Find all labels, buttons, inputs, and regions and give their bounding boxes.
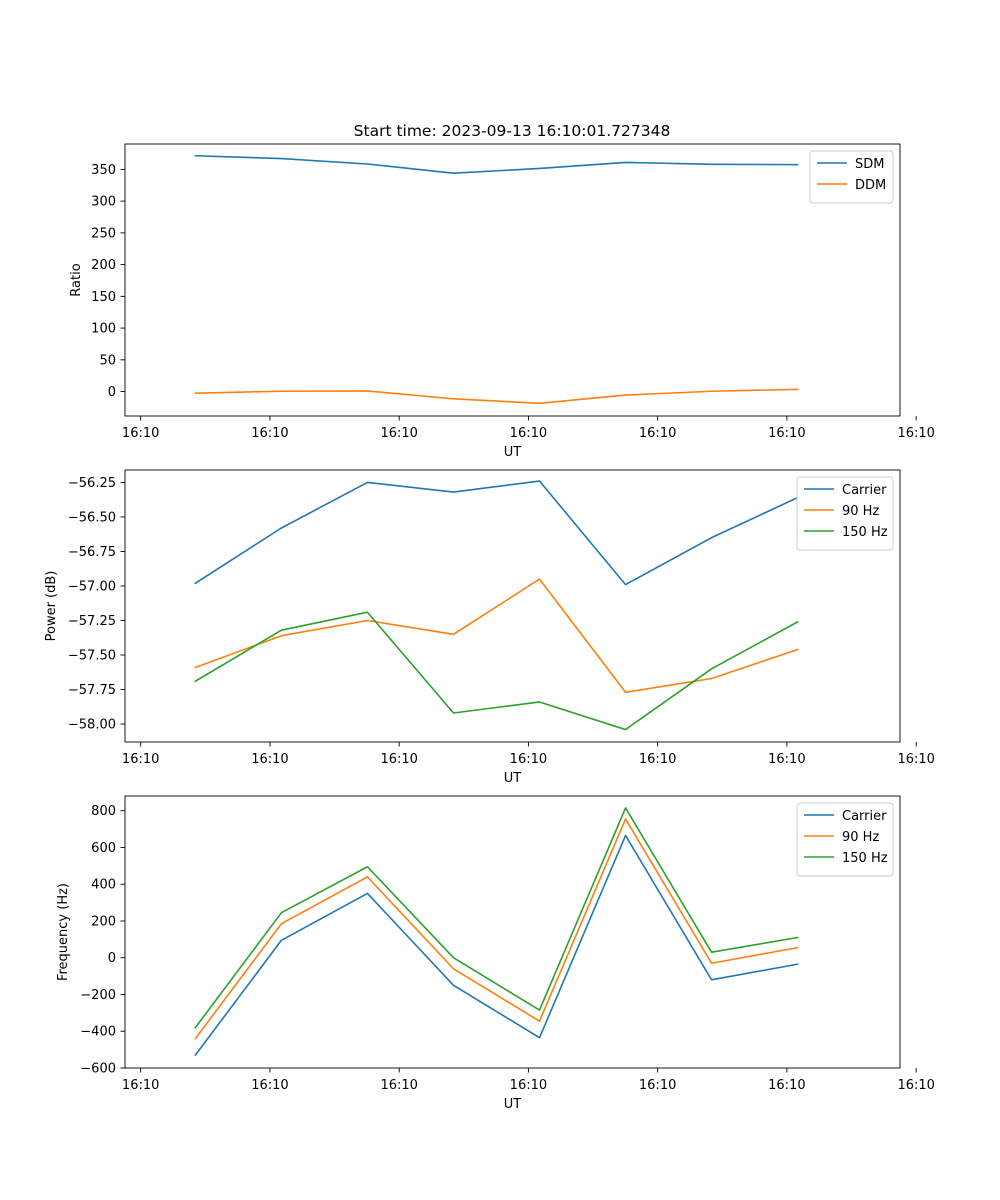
x-tick-label: 16:10 — [639, 426, 676, 441]
y-tick-label: −57.25 — [68, 614, 116, 629]
series-line-150-hz — [194, 611, 799, 731]
x-tick-label: 16:10 — [251, 752, 288, 767]
x-tick-label: 16:10 — [768, 752, 805, 767]
y-tick-label: 250 — [91, 226, 116, 241]
y-tick-label: 0 — [108, 385, 116, 400]
y-tick-label: −58.00 — [68, 718, 116, 733]
y-tick-label: 200 — [91, 914, 116, 929]
y-tick-label: 400 — [91, 878, 116, 893]
x-axis-label: UT — [504, 771, 522, 786]
x-tick-label: 16:10 — [122, 752, 159, 767]
y-tick-label: −57.50 — [68, 649, 116, 664]
x-tick-label: 16:10 — [122, 426, 159, 441]
y-axis-label: Ratio — [69, 263, 84, 296]
x-tick-label: 16:10 — [251, 1078, 288, 1093]
subplot-3: 16:1016:1016:1016:1016:1016:1016:1016:11… — [56, 795, 935, 1112]
y-tick-label: 150 — [91, 290, 116, 305]
y-axis-label: Power (dB) — [44, 571, 59, 642]
series-line-90-hz — [194, 578, 799, 694]
series-line-ddm — [194, 388, 799, 405]
x-tick-label: 16:10 — [251, 426, 288, 441]
y-tick-label: −56.50 — [68, 510, 116, 525]
y-tick-label: −56.25 — [68, 476, 116, 491]
y-tick-label: −200 — [80, 988, 116, 1003]
legend-label: DDM — [855, 178, 886, 193]
x-tick-label: 16:10 — [510, 1078, 547, 1093]
x-tick-label: 16:10 — [380, 426, 417, 441]
x-tick-label: 16:10 — [897, 426, 934, 441]
y-axis-label: Frequency (Hz) — [56, 883, 71, 981]
subplot-1: 16:1016:1016:1016:1016:1016:1016:1016:11… — [69, 143, 935, 460]
x-tick-label: 16:10 — [897, 752, 934, 767]
x-tick-label: 16:10 — [639, 752, 676, 767]
subplots: 16:1016:1016:1016:1016:1016:1016:1016:11… — [44, 143, 935, 1112]
legend-label: 90 Hz — [842, 830, 879, 845]
series-line-150-hz — [194, 807, 799, 1029]
y-tick-label: 350 — [91, 163, 116, 178]
legend-label: SDM — [855, 157, 884, 172]
axes-frame — [124, 143, 901, 417]
x-tick-label: 16:10 — [122, 1078, 159, 1093]
x-tick-label: 16:10 — [380, 752, 417, 767]
legend-label: 90 Hz — [842, 504, 879, 519]
x-tick-label: 16:10 — [510, 752, 547, 767]
axes-frame — [124, 469, 901, 743]
x-tick-label: 16:10 — [380, 1078, 417, 1093]
x-tick-label: 16:10 — [768, 1078, 805, 1093]
series-line-sdm — [194, 154, 799, 174]
y-tick-label: 300 — [91, 195, 116, 210]
series-line-90-hz — [194, 818, 799, 1040]
figure-title: Start time: 2023-09-13 16:10:01.727348 — [354, 122, 671, 140]
y-tick-label: −56.75 — [68, 545, 116, 560]
x-tick-label: 16:10 — [897, 1078, 934, 1093]
y-tick-label: −600 — [80, 1062, 116, 1077]
axes-frame — [124, 795, 901, 1069]
legend-label: Carrier — [842, 809, 887, 824]
y-tick-label: −57.75 — [68, 683, 116, 698]
y-tick-label: 800 — [91, 804, 116, 819]
legend-box — [809, 150, 894, 204]
x-axis-label: UT — [504, 445, 522, 460]
legend-label: Carrier — [842, 483, 887, 498]
y-tick-label: 100 — [91, 322, 116, 337]
y-tick-label: 50 — [99, 353, 116, 368]
y-tick-label: −400 — [80, 1025, 116, 1040]
legend-label: 150 Hz — [842, 525, 888, 540]
x-tick-label: 16:10 — [510, 426, 547, 441]
legend-label: 150 Hz — [842, 851, 888, 866]
y-tick-label: −57.00 — [68, 579, 116, 594]
subplot-2: 16:1016:1016:1016:1016:1016:1016:1016:11… — [44, 469, 935, 786]
x-tick-label: 16:10 — [768, 426, 805, 441]
y-tick-label: 200 — [91, 258, 116, 273]
y-tick-label: 0 — [108, 951, 116, 966]
x-axis-label: UT — [504, 1097, 522, 1112]
series-line-carrier — [194, 480, 799, 586]
series-line-carrier — [194, 834, 799, 1057]
x-tick-label: 16:10 — [639, 1078, 676, 1093]
y-tick-label: 600 — [91, 841, 116, 856]
